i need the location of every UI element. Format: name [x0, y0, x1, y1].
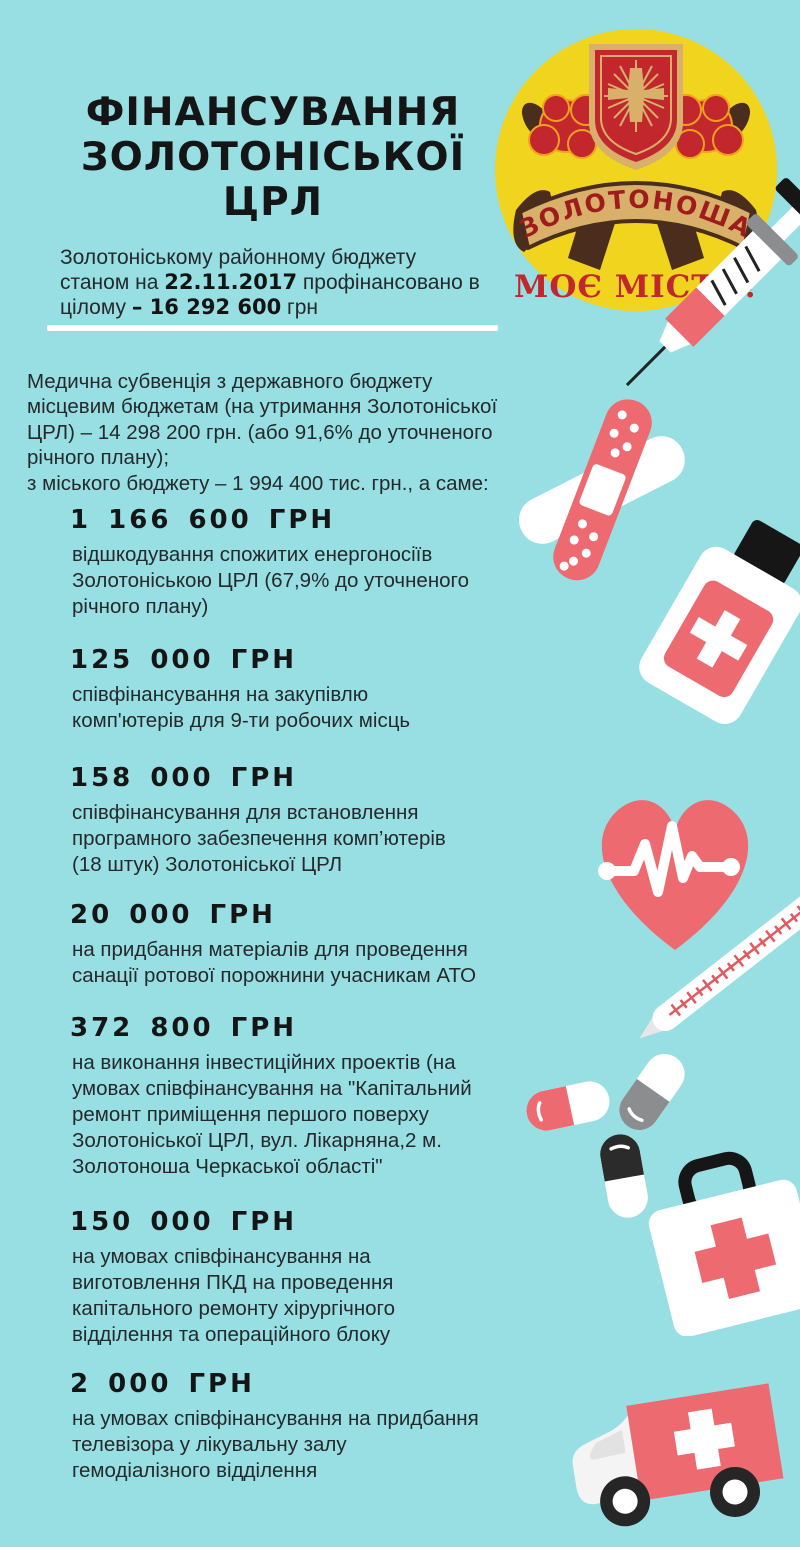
divider-rule — [47, 325, 498, 331]
financing-item: 2 000 ГРН на умовах співфінансування на … — [70, 1369, 520, 1484]
city-logo-badge: ЗОЛОТОНОША МОЄ МІСТО! — [495, 29, 777, 311]
cross-icon — [673, 1408, 735, 1470]
intro-date: 22.11.2017 — [164, 270, 298, 294]
item-amount: 158 000 ГРН — [70, 763, 298, 793]
page-title: ФІНАНСУВАННЯ ЗОЛОТОНІСЬКОЇ ЦРЛ — [80, 90, 466, 226]
item-amount: 372 800 ГРН — [70, 1013, 298, 1043]
intro-text: Золотоніському районному бюджету станом … — [60, 246, 417, 294]
item-amount: 1 166 600 ГРН — [70, 505, 336, 535]
intro-text: грн — [281, 296, 318, 319]
pill-gray-white — [611, 1053, 685, 1138]
summary-paragraph: Медична субвенція з державного бюджету м… — [27, 369, 498, 495]
cross-icon — [608, 68, 664, 122]
item-amount: 20 000 ГРН — [70, 900, 276, 930]
item-description: відшкодування спожитих енергоносіїв Золо… — [72, 543, 469, 618]
intro-paragraph: Золотоніському районному бюджету станом … — [60, 245, 506, 320]
item-description: на придбання матеріалів для проведення с… — [72, 938, 477, 987]
item-description: співфінансування на закупівлю комп'ютері… — [72, 683, 411, 732]
syringe-icon — [625, 178, 800, 387]
thermometer-icon — [639, 891, 800, 1039]
thermometer-ticks — [670, 905, 800, 1017]
item-description: співфінансування для встановлення програ… — [72, 801, 446, 876]
cross-icon — [689, 610, 748, 668]
item-description: на виконання інвестиційних проектів (на … — [72, 1051, 472, 1178]
item-amount: 2 000 ГРН — [70, 1369, 255, 1399]
cross-icon — [694, 1217, 777, 1299]
financing-item: 150 000 ГРН на умовах співфінансування н… — [70, 1207, 520, 1348]
medicine-bottle-icon — [639, 520, 800, 724]
bandaid-dots — [559, 410, 639, 571]
intro-text: профінансовано в цілому — [60, 271, 480, 319]
item-description: на умовах співфінансування на виготовлен… — [72, 1245, 395, 1346]
financing-item: 1 166 600 ГРН відшкодування спожитих ене… — [70, 505, 520, 620]
item-amount: 125 000 ГРН — [70, 645, 298, 675]
first-aid-kit-icon — [648, 1151, 800, 1336]
financing-item: 20 000 ГРН на придбання матеріалів для п… — [70, 900, 520, 989]
coat-of-arms-shield — [589, 44, 683, 170]
financing-item: 158 000 ГРН співфінансування для встанов… — [70, 763, 520, 878]
heart-ekg-icon — [598, 800, 749, 950]
item-description: на умовах співфінансування на придбання … — [72, 1407, 479, 1482]
pill-black-white — [597, 1131, 648, 1218]
intro-total-amount: – 16 292 600 — [131, 295, 282, 319]
ambulance-icon — [572, 1383, 784, 1527]
item-amount: 150 000 ГРН — [70, 1207, 298, 1237]
financing-item: 125 000 ГРН співфінансування на закупівл… — [70, 645, 520, 734]
pill-red-white — [522, 1081, 610, 1135]
bandaids-icon — [518, 399, 685, 581]
pills-icon — [522, 1053, 685, 1218]
financing-item: 372 800 ГРН на виконання інвестиційних п… — [70, 1013, 520, 1180]
